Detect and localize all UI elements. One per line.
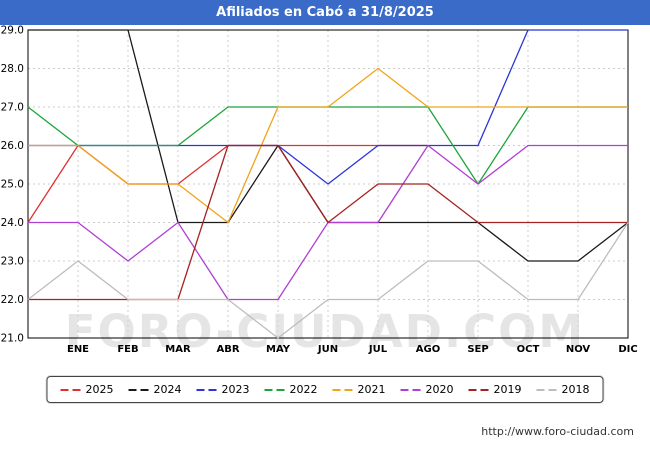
legend-label-2023: 2023 xyxy=(221,383,250,396)
chart-legend: 2025 2024 2023 2022 2021 2020 2019 2018 xyxy=(46,376,604,403)
x-tick-label: JUN xyxy=(317,344,338,355)
x-tick-label: ENE xyxy=(67,344,89,355)
x-tick-label: DIC xyxy=(618,344,637,355)
legend-label-2019: 2019 xyxy=(493,383,522,396)
y-tick-label: 25.0 xyxy=(1,179,24,191)
legend-item-2020: 2020 xyxy=(400,383,454,396)
legend-label-2024: 2024 xyxy=(153,383,182,396)
legend-item-2018: 2018 xyxy=(536,383,590,396)
chart-title-bar: Afiliados en Cabó a 31/8/2025 xyxy=(0,0,650,25)
legend-label-2025: 2025 xyxy=(85,383,114,396)
legend-swatch-2025 xyxy=(60,388,81,391)
x-tick-label: MAY xyxy=(266,344,291,355)
legend-swatch-2022 xyxy=(264,388,285,391)
legend-swatch-2023 xyxy=(196,388,217,391)
y-tick-label: 28.0 xyxy=(1,63,24,75)
legend-label-2018: 2018 xyxy=(561,383,590,396)
y-tick-label: 21.0 xyxy=(1,333,24,345)
legend-swatch-2020 xyxy=(400,388,421,391)
y-tick-label: 22.0 xyxy=(1,294,24,306)
x-tick-label: AGO xyxy=(416,344,440,355)
x-tick-label: MAR xyxy=(165,344,191,355)
series-line-2021 xyxy=(28,67,628,224)
y-tick-label: 23.0 xyxy=(1,256,24,268)
legend-item-2022: 2022 xyxy=(264,383,318,396)
watermark: FORO-CIUDAD.COM xyxy=(65,305,585,358)
legend-label-2020: 2020 xyxy=(425,383,454,396)
legend-label-2022: 2022 xyxy=(289,383,318,396)
x-tick-label: FEB xyxy=(117,344,138,355)
footer-link[interactable]: http://www.foro-ciudad.com xyxy=(481,425,634,438)
legend-swatch-2024 xyxy=(128,388,149,391)
legend-label-2021: 2021 xyxy=(357,383,386,396)
legend-item-2023: 2023 xyxy=(196,383,250,396)
legend-item-2024: 2024 xyxy=(128,383,182,396)
y-tick-label: 27.0 xyxy=(1,102,24,114)
legend-item-2019: 2019 xyxy=(468,383,522,396)
x-tick-label: JUL xyxy=(368,344,388,355)
legend-swatch-2021 xyxy=(332,388,353,391)
legend-item-2021: 2021 xyxy=(332,383,386,396)
x-tick-label: ABR xyxy=(216,344,239,355)
y-tick-label: 26.0 xyxy=(1,140,24,152)
legend-swatch-2018 xyxy=(536,388,557,391)
y-tick-label: 29.0 xyxy=(1,25,24,37)
x-tick-label: SEP xyxy=(467,344,488,355)
legend-item-2025: 2025 xyxy=(60,383,114,396)
plot-border xyxy=(27,29,629,339)
y-tick-label: 24.0 xyxy=(1,217,24,229)
legend-swatch-2019 xyxy=(468,388,489,391)
series-line-2018 xyxy=(27,222,629,339)
x-tick-label: NOV xyxy=(566,344,591,355)
chart-title: Afiliados en Cabó a 31/8/2025 xyxy=(216,5,434,20)
x-tick-label: OCT xyxy=(517,344,540,355)
